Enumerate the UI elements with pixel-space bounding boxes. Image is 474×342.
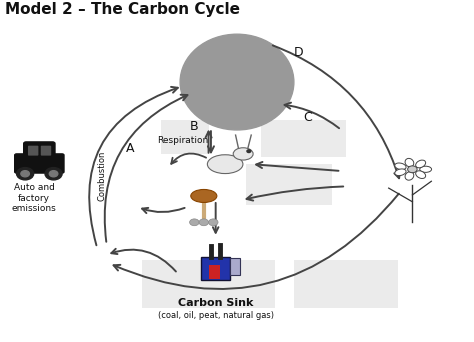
Text: B: B [190, 120, 198, 133]
Ellipse shape [191, 189, 217, 202]
FancyBboxPatch shape [142, 260, 275, 308]
Text: Carbon Sink: Carbon Sink [178, 298, 254, 308]
FancyBboxPatch shape [230, 258, 240, 275]
FancyBboxPatch shape [28, 146, 38, 156]
Text: (coal, oil, peat, natural gas): (coal, oil, peat, natural gas) [158, 311, 273, 320]
Text: C: C [303, 111, 312, 124]
Text: Model 2 – The Carbon Cycle: Model 2 – The Carbon Cycle [5, 2, 240, 17]
Text: Respiration: Respiration [157, 136, 208, 145]
Circle shape [190, 219, 199, 226]
Circle shape [17, 168, 34, 180]
Circle shape [247, 150, 251, 153]
FancyBboxPatch shape [24, 142, 55, 158]
Ellipse shape [419, 166, 431, 172]
Circle shape [408, 166, 417, 173]
FancyBboxPatch shape [41, 146, 51, 156]
FancyBboxPatch shape [294, 260, 398, 308]
Ellipse shape [207, 155, 243, 174]
Text: D: D [294, 47, 303, 60]
Ellipse shape [405, 158, 414, 167]
FancyBboxPatch shape [201, 256, 230, 280]
Ellipse shape [416, 160, 426, 168]
Ellipse shape [395, 169, 406, 175]
FancyBboxPatch shape [209, 265, 220, 279]
Text: Auto and
factory
emissions: Auto and factory emissions [12, 183, 56, 213]
FancyBboxPatch shape [246, 164, 332, 205]
Circle shape [45, 168, 62, 180]
Circle shape [49, 171, 58, 177]
FancyBboxPatch shape [161, 120, 209, 154]
FancyBboxPatch shape [15, 154, 64, 173]
Ellipse shape [395, 163, 406, 170]
Ellipse shape [180, 34, 294, 130]
Ellipse shape [233, 148, 253, 160]
Ellipse shape [405, 172, 414, 180]
Circle shape [21, 171, 29, 177]
Ellipse shape [416, 171, 426, 179]
Circle shape [199, 219, 209, 226]
Text: Combustion: Combustion [98, 151, 106, 201]
Text: A: A [126, 142, 134, 155]
Circle shape [209, 219, 218, 226]
FancyBboxPatch shape [261, 120, 346, 157]
